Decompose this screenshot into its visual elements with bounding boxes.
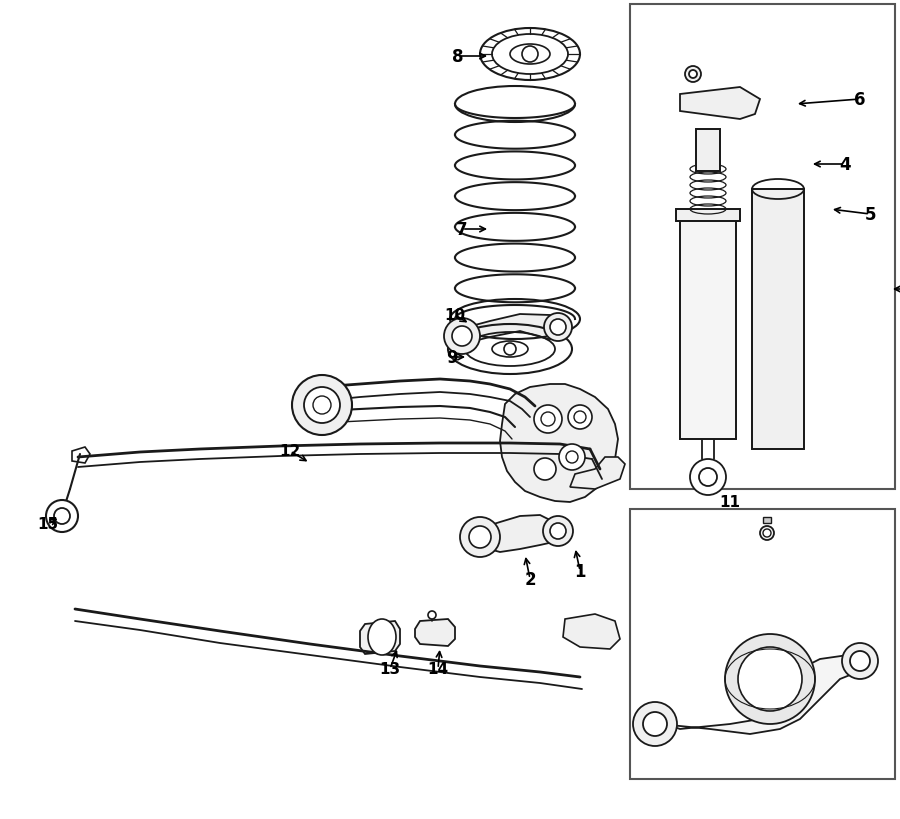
Circle shape (566, 451, 578, 464)
Text: 10: 10 (445, 308, 465, 324)
Circle shape (550, 319, 566, 336)
Circle shape (469, 527, 491, 549)
Circle shape (304, 387, 340, 423)
Text: 11: 11 (719, 495, 741, 510)
Circle shape (568, 405, 592, 429)
Circle shape (842, 643, 878, 679)
Circle shape (699, 468, 717, 486)
Polygon shape (415, 619, 455, 646)
Text: 9: 9 (446, 349, 458, 367)
Polygon shape (570, 458, 625, 490)
Bar (680, 219, 736, 440)
Circle shape (689, 71, 697, 79)
Text: 4: 4 (839, 156, 850, 174)
Circle shape (541, 413, 555, 427)
Text: 2: 2 (524, 570, 536, 588)
Bar (676, 210, 740, 222)
Text: 8: 8 (453, 48, 464, 66)
Bar (696, 130, 720, 172)
Circle shape (643, 713, 667, 736)
Circle shape (850, 651, 870, 672)
Circle shape (534, 405, 562, 433)
Polygon shape (563, 614, 620, 649)
Circle shape (534, 459, 556, 481)
Circle shape (46, 500, 78, 532)
Polygon shape (500, 385, 618, 502)
Circle shape (559, 445, 585, 470)
Circle shape (763, 529, 771, 537)
Circle shape (574, 411, 586, 423)
Bar (630, 509, 895, 779)
Bar (696, 130, 720, 172)
Circle shape (738, 647, 802, 711)
Circle shape (460, 518, 500, 557)
Circle shape (633, 702, 677, 746)
Circle shape (725, 634, 815, 724)
Circle shape (550, 523, 566, 540)
Bar (676, 210, 740, 222)
Text: 14: 14 (428, 662, 448, 676)
Text: 15: 15 (38, 517, 58, 532)
Text: 7: 7 (456, 221, 468, 238)
Circle shape (522, 47, 538, 63)
Bar (630, 5, 895, 490)
Circle shape (690, 459, 726, 495)
Circle shape (54, 509, 70, 524)
Polygon shape (478, 515, 558, 552)
Text: 5: 5 (864, 206, 876, 224)
Bar (763, 518, 771, 523)
Circle shape (313, 396, 331, 414)
Bar (680, 219, 736, 440)
Polygon shape (72, 447, 90, 464)
Ellipse shape (368, 619, 396, 655)
Circle shape (452, 327, 472, 346)
Polygon shape (680, 88, 760, 120)
Polygon shape (650, 654, 870, 734)
Circle shape (292, 376, 352, 436)
Circle shape (544, 314, 572, 342)
Bar (752, 190, 804, 450)
Polygon shape (460, 314, 565, 345)
Text: 13: 13 (380, 662, 400, 676)
Circle shape (543, 516, 573, 546)
Text: 6: 6 (854, 91, 866, 109)
Text: 12: 12 (279, 444, 301, 459)
Polygon shape (360, 622, 400, 654)
Text: 1: 1 (574, 563, 586, 581)
Circle shape (760, 527, 774, 541)
Bar (752, 190, 804, 450)
Circle shape (504, 344, 516, 355)
Circle shape (685, 67, 701, 83)
Circle shape (444, 319, 480, 355)
Circle shape (428, 611, 436, 619)
